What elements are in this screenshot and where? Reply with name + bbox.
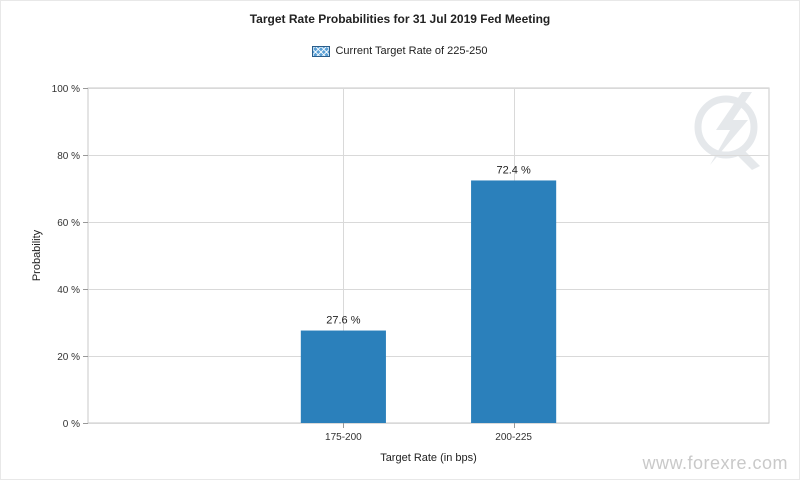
axes: 0 % 20 % 40 % 60 % 80 % 100 % 175-200 200-225 xyxy=(52,84,533,443)
legend-swatch xyxy=(312,45,331,57)
y-axis-label: Probability xyxy=(31,229,43,281)
bar xyxy=(471,180,557,423)
grid xyxy=(87,87,770,424)
watermark-logo xyxy=(694,92,760,170)
x-tick-label: 175-200 xyxy=(325,432,362,443)
labels: 27.6 % 72.4 % Target Rate (in bps) Probabil… xyxy=(31,164,531,464)
bar xyxy=(300,330,386,423)
y-tick-label: 60 % xyxy=(57,218,80,229)
y-tick-label: 0 % xyxy=(63,419,80,430)
y-tick-label: 80 % xyxy=(57,151,80,162)
legend-label: Current Target Rate of 225-250 xyxy=(335,45,488,57)
chart-title: Target Rate Probabilities for 31 Jul 201… xyxy=(249,12,551,26)
y-tick-label: 40 % xyxy=(57,285,80,296)
plot-area xyxy=(87,87,770,424)
y-tick-label: 20 % xyxy=(57,352,80,363)
y-tick-label: 100 % xyxy=(52,84,80,95)
x-tick-label: 200-225 xyxy=(495,432,532,443)
legend: Current Target Rate of 225-250 xyxy=(0,45,800,57)
data-label: 72.4 % xyxy=(497,164,531,176)
data-label: 27.6 % xyxy=(326,315,360,327)
bars xyxy=(300,180,557,423)
x-axis-label: Target Rate (in bps) xyxy=(380,452,477,464)
watermark-text: www.forexre.com xyxy=(642,453,788,473)
